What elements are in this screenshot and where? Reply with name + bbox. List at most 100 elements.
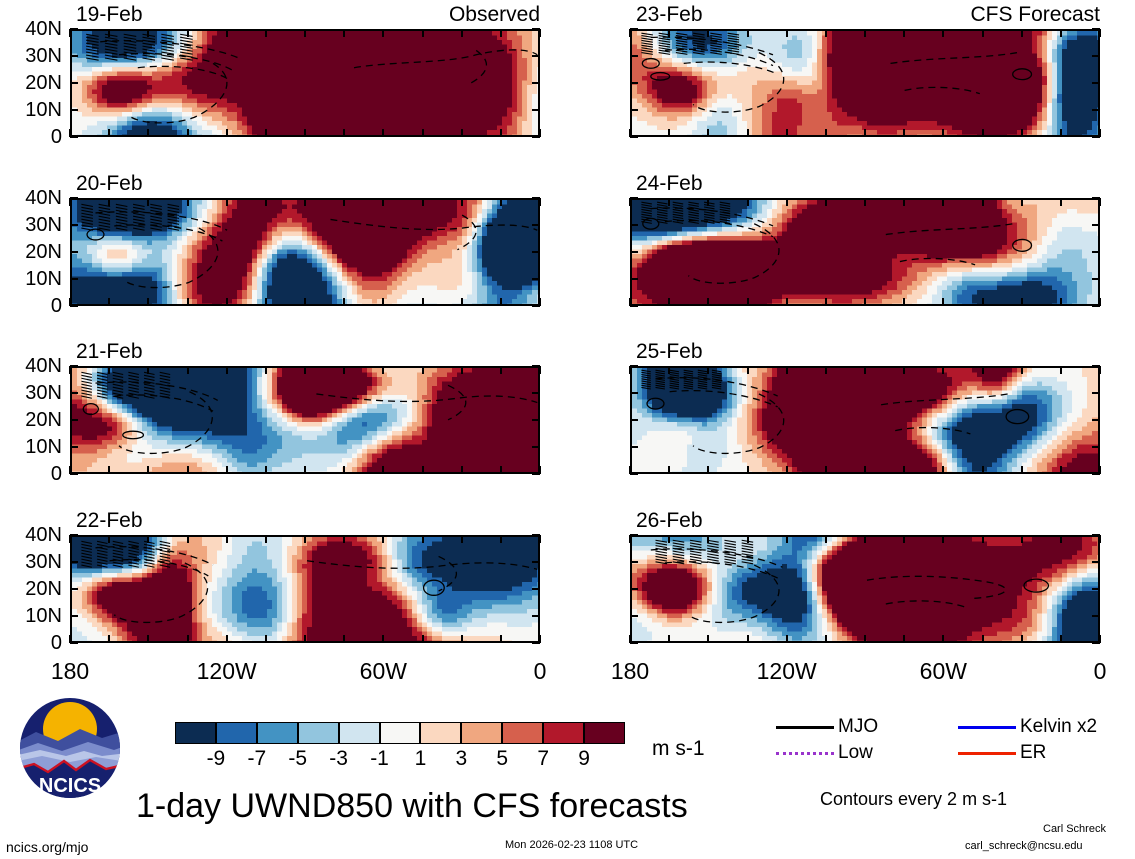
x-axis-tick xyxy=(225,535,228,543)
x-axis-tick xyxy=(304,129,306,137)
x-axis-tick xyxy=(343,635,346,643)
y-axis-tick-label: 40N xyxy=(25,187,62,209)
colorbar-tick-label: 1 xyxy=(414,747,427,770)
x-axis-tick-label: 0 xyxy=(533,658,547,684)
x-axis-tick xyxy=(629,466,631,474)
y-axis-tick xyxy=(630,642,638,644)
colorbar-tick-label: -9 xyxy=(206,747,226,770)
y-axis-tick xyxy=(630,365,638,367)
x-axis-tick xyxy=(824,129,827,137)
x-axis-tick xyxy=(304,366,306,374)
footer-timestamp: Mon 2026-02-23 1108 UTC xyxy=(505,839,639,851)
column-header-observed: Observed xyxy=(448,3,540,26)
x-axis-tick xyxy=(304,635,306,643)
x-axis-tick xyxy=(382,535,385,543)
x-axis-tick xyxy=(942,298,945,306)
x-axis-tick xyxy=(69,635,71,643)
y-axis-tick xyxy=(1092,305,1100,307)
y-axis-tick xyxy=(630,197,638,199)
map-panel xyxy=(70,29,540,137)
x-axis-tick xyxy=(668,198,671,206)
y-axis-tick xyxy=(70,473,78,475)
x-axis-tick xyxy=(824,366,827,374)
x-axis-tick xyxy=(539,366,541,374)
footer-email[interactable]: carl_schreck@ncsu.edu xyxy=(965,840,1083,852)
x-axis-tick xyxy=(746,129,749,137)
x-axis-tick-label: 0 xyxy=(1093,658,1107,684)
x-axis-tick xyxy=(225,635,228,643)
y-axis-tick xyxy=(532,82,540,84)
x-axis-tick xyxy=(903,198,906,206)
x-axis-tick xyxy=(981,29,984,37)
y-axis-tick xyxy=(1092,251,1100,253)
x-axis-tick xyxy=(785,635,788,643)
y-axis-tick xyxy=(532,419,540,421)
y-axis-tick xyxy=(70,82,78,84)
x-axis-tick xyxy=(981,129,984,137)
x-axis-tick xyxy=(707,129,710,137)
legend-label: MJO xyxy=(838,716,879,737)
panel-date-label: 26-Feb xyxy=(636,509,703,532)
y-axis-tick xyxy=(630,419,638,421)
x-axis-tick xyxy=(785,29,788,37)
x-axis-tick xyxy=(499,466,502,474)
x-axis-tick xyxy=(785,298,788,306)
x-axis-tick xyxy=(186,466,189,474)
y-axis-tick-label: 10N xyxy=(25,605,62,627)
x-axis-tick xyxy=(1099,29,1101,37)
y-axis-tick xyxy=(70,615,78,617)
x-axis-tick xyxy=(186,535,189,543)
y-axis-tick xyxy=(630,305,638,307)
x-axis-tick xyxy=(746,635,749,643)
x-axis-tick xyxy=(382,198,385,206)
x-axis-tick xyxy=(264,366,267,374)
y-axis-tick xyxy=(532,615,540,617)
x-axis-tick xyxy=(499,366,502,374)
x-axis-tick xyxy=(942,129,945,137)
x-axis-tick xyxy=(981,635,984,643)
y-axis-tick xyxy=(70,136,78,138)
x-axis-tick xyxy=(421,198,424,206)
y-axis-tick xyxy=(70,251,78,253)
x-axis-tick xyxy=(629,535,631,543)
x-axis-tick xyxy=(1020,635,1023,643)
x-axis-tick xyxy=(824,466,827,474)
colorbar-tick-label: -1 xyxy=(370,747,389,770)
x-axis-tick xyxy=(668,535,671,543)
x-axis-tick xyxy=(824,635,827,643)
y-axis-tick xyxy=(532,224,540,226)
x-axis-tick xyxy=(264,298,267,306)
x-axis-tick xyxy=(499,129,502,137)
x-axis-tick xyxy=(785,535,788,543)
colorbar-tick-label: 9 xyxy=(578,747,590,770)
x-axis-tick xyxy=(460,535,463,543)
x-axis-tick xyxy=(539,298,541,306)
x-axis-tick xyxy=(746,466,749,474)
x-axis-tick xyxy=(1099,366,1101,374)
y-axis-tick xyxy=(532,197,540,199)
y-axis-tick xyxy=(630,473,638,475)
legend-swatch-low xyxy=(776,752,834,755)
colorbar-tick-label: 5 xyxy=(496,747,509,770)
y-axis-tick xyxy=(70,561,78,563)
x-axis-tick xyxy=(108,635,111,643)
colorbar-swatch xyxy=(297,722,339,744)
x-axis-tick-label: 120W xyxy=(756,658,817,684)
x-axis-tick xyxy=(668,635,671,643)
x-axis-tick xyxy=(147,298,150,306)
x-axis-tick xyxy=(108,366,111,374)
x-axis-tick xyxy=(824,29,827,37)
contour-interval-note: Contours every 2 m s-1 xyxy=(820,789,1008,809)
x-axis-tick xyxy=(864,129,866,137)
footer-site-link[interactable]: ncics.org/mjo xyxy=(6,839,89,855)
y-axis-tick xyxy=(532,446,540,448)
x-axis-tick xyxy=(629,29,631,37)
x-axis-tick xyxy=(460,466,463,474)
colorbar-swatch xyxy=(175,722,216,744)
x-axis-tick xyxy=(304,298,306,306)
x-axis-tick xyxy=(1020,535,1023,543)
x-axis-tick xyxy=(343,535,346,543)
x-axis-tick xyxy=(746,366,749,374)
panel-date-label: 24-Feb xyxy=(636,172,703,195)
x-axis-tick xyxy=(1059,466,1062,474)
